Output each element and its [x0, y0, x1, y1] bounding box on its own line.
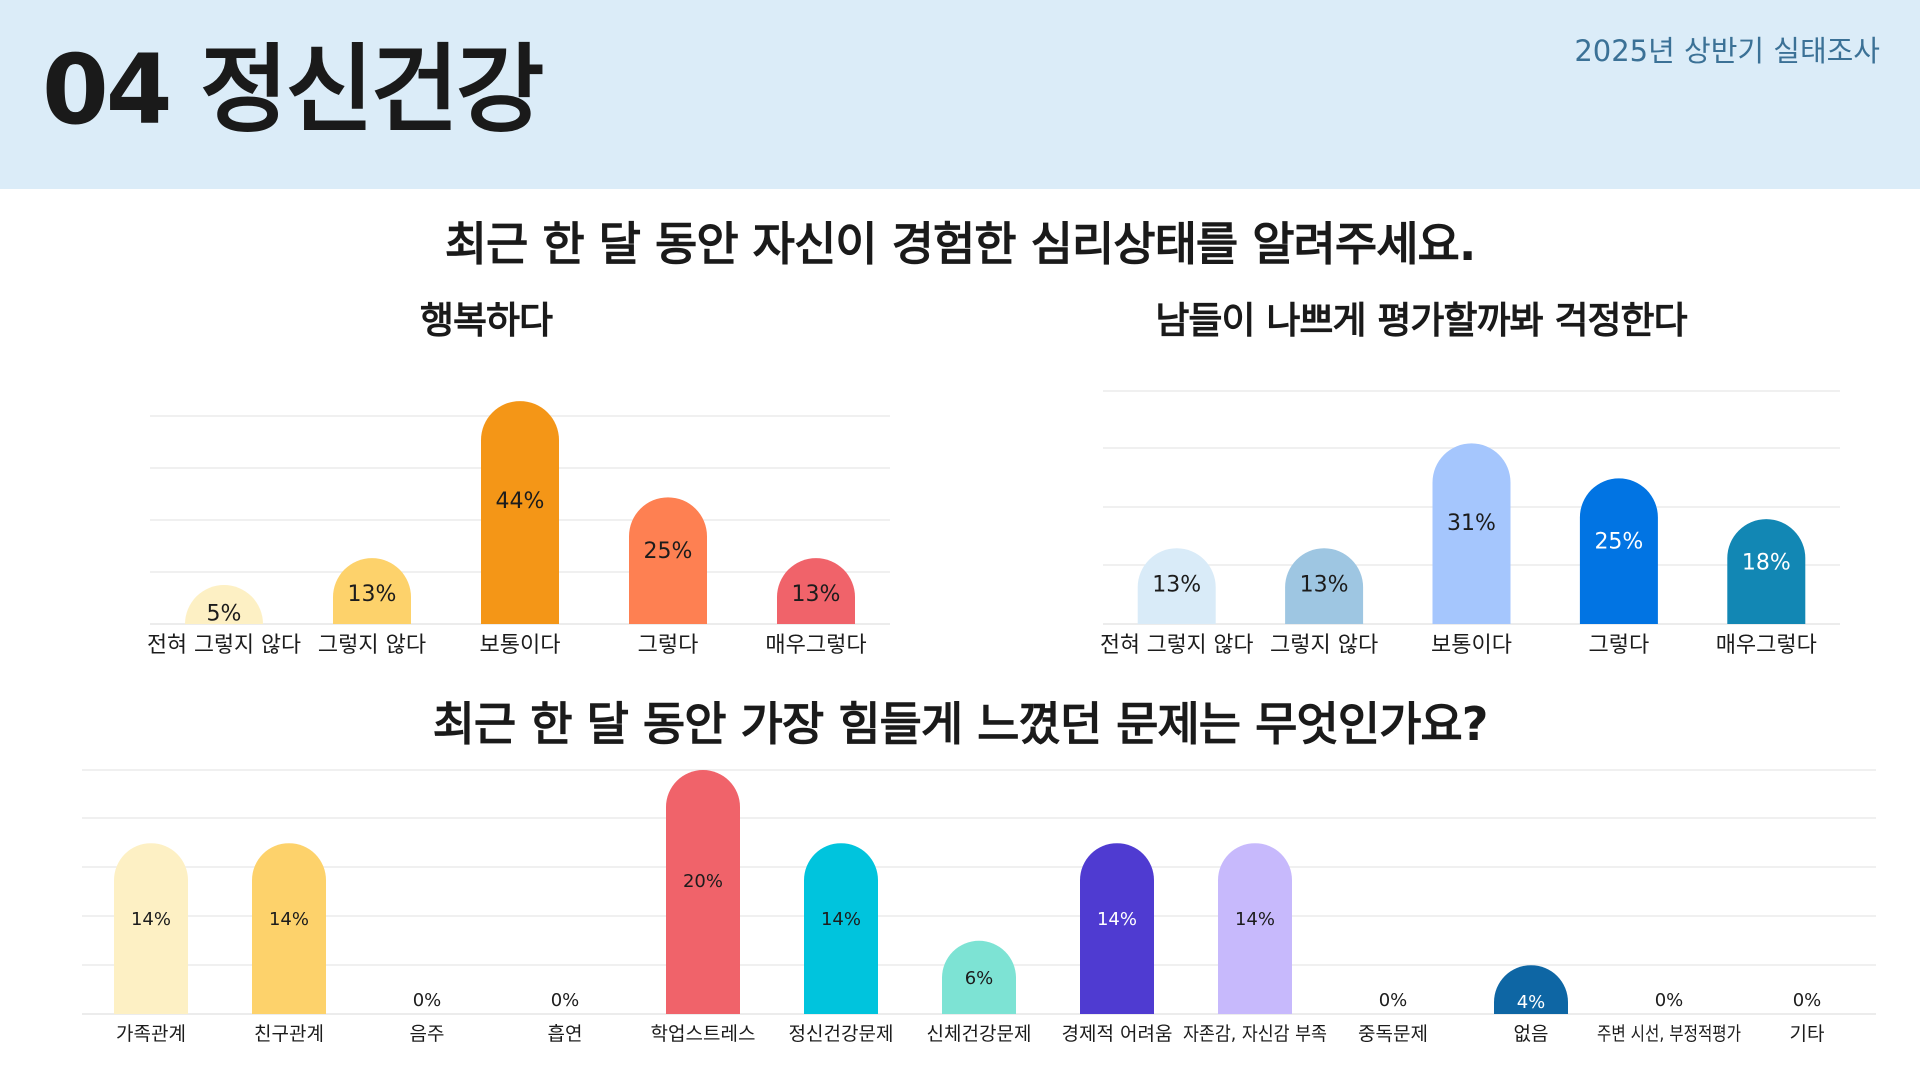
- category-label: 친구관계: [254, 1023, 324, 1045]
- value-label: 13%: [1152, 572, 1201, 597]
- value-label: 13%: [1300, 572, 1349, 597]
- category-label: 기타: [1790, 1023, 1825, 1045]
- category-label: 그렇지 않다: [318, 633, 426, 658]
- page-title: 04 정신건강: [42, 34, 544, 146]
- category-label: 학업스트레스: [651, 1023, 756, 1045]
- value-label: 5%: [207, 601, 242, 626]
- bar: [629, 497, 707, 624]
- value-label: 14%: [1097, 909, 1137, 930]
- survey-tag: 2025년 상반기 실태조사: [1574, 34, 1880, 68]
- bar: [666, 770, 740, 1014]
- value-label: 25%: [1594, 529, 1643, 554]
- category-label: 보통이다: [1431, 633, 1512, 658]
- question-1-title: 최근 한 달 동안 자신이 경험한 심리상태를 알려주세요.: [444, 217, 1477, 271]
- bar: [1727, 519, 1806, 624]
- category-label: 주변 시선, 부정적평가: [1597, 1023, 1741, 1045]
- bar: [1285, 548, 1364, 624]
- value-label: 0%: [1379, 990, 1408, 1011]
- value-label: 0%: [551, 990, 580, 1011]
- category-label: 자존감, 자신감 부족: [1183, 1023, 1327, 1045]
- bar: [1579, 478, 1658, 624]
- value-label: 25%: [644, 539, 693, 564]
- value-label: 18%: [1742, 550, 1791, 575]
- header-banner: 04 정신건강 2025년 상반기 실태조사: [0, 0, 1920, 189]
- chart-hardest-problem: 14% 가족관계 14% 친구관계 0% 음주 0% 흡연 20% 학업스트레스 14% 정신건강문제…: [82, 769, 1876, 1045]
- value-label: 44%: [496, 489, 545, 514]
- value-label: 31%: [1447, 511, 1496, 536]
- value-label: 14%: [821, 909, 861, 930]
- chart-2-title: 남들이 나쁘게 평가할까봐 걱정한다: [1155, 299, 1687, 342]
- value-label: 13%: [792, 582, 841, 607]
- category-label: 가족관계: [116, 1023, 186, 1045]
- bar: [777, 558, 855, 624]
- bar: [185, 585, 263, 624]
- chart-happy: 5% 전혀 그렇지 않다 13% 그렇지 않다 44% 보통이다 25% 그렇다 13% 매우그렇…: [147, 401, 890, 658]
- category-label: 그렇다: [1589, 633, 1650, 658]
- bar: [804, 843, 878, 1014]
- category-label: 신체건강문제: [927, 1023, 1032, 1045]
- value-label: 14%: [269, 909, 309, 930]
- bar: [1218, 843, 1292, 1014]
- category-label: 매우그렇다: [1716, 633, 1817, 658]
- category-label: 중독문제: [1358, 1023, 1428, 1045]
- value-label: 14%: [131, 909, 171, 930]
- category-label: 음주: [410, 1023, 445, 1045]
- category-label: 그렇다: [638, 633, 699, 658]
- category-label: 흡연: [548, 1023, 583, 1045]
- category-label: 매우그렇다: [765, 633, 866, 658]
- bar: [1080, 843, 1154, 1014]
- category-label: 정신건강문제: [789, 1023, 894, 1045]
- category-label: 경제적 어려움: [1062, 1023, 1173, 1045]
- bar: [114, 843, 188, 1014]
- bar: [942, 940, 1016, 1014]
- bar: [333, 558, 411, 624]
- bar: [1137, 548, 1216, 624]
- question-2-title: 최근 한 달 동안 가장 힘들게 느꼈던 문제는 무엇인가요?: [432, 697, 1489, 751]
- category-label: 전혀 그렇지 않다: [147, 633, 301, 658]
- bar: [1432, 443, 1511, 624]
- chart-1-title: 행복하다: [419, 299, 553, 342]
- value-label: 13%: [348, 582, 397, 607]
- bar: [1494, 965, 1568, 1014]
- bar: [481, 401, 559, 624]
- chart-worry-evaluation: 13% 전혀 그렇지 않다 13% 그렇지 않다 31% 보통이다 25% 그렇다 18% 매우그…: [1100, 390, 1840, 658]
- category-label: 보통이다: [480, 633, 561, 658]
- value-label: 6%: [965, 968, 994, 989]
- bar: [252, 843, 326, 1014]
- value-label: 20%: [683, 871, 723, 892]
- value-label: 0%: [413, 990, 442, 1011]
- value-label: 14%: [1235, 909, 1275, 930]
- value-label: 4%: [1517, 992, 1546, 1013]
- category-label: 그렇지 않다: [1270, 633, 1378, 658]
- category-label: 전혀 그렇지 않다: [1100, 633, 1253, 658]
- value-label: 0%: [1655, 990, 1684, 1011]
- category-label: 없음: [1514, 1023, 1549, 1045]
- value-label: 0%: [1793, 990, 1822, 1011]
